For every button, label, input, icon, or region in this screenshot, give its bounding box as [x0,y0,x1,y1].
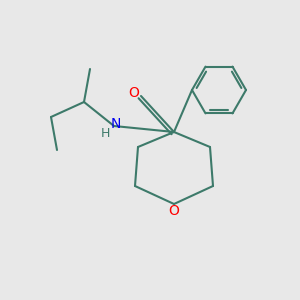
Text: H: H [101,127,110,140]
Text: N: N [110,118,121,131]
Text: O: O [169,204,179,218]
Text: O: O [128,86,139,100]
